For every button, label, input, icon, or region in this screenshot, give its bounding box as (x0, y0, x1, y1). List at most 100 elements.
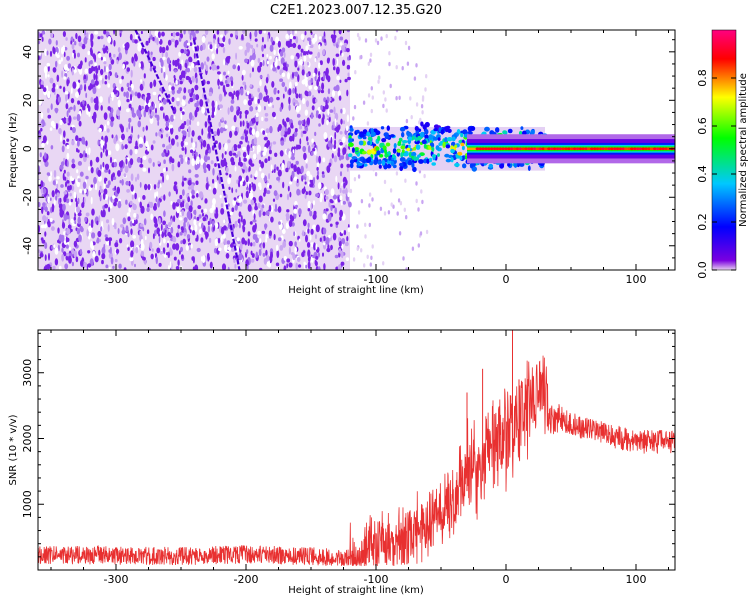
spectrogram-x-tick-label: -100 (364, 273, 389, 286)
sparse-speckle (369, 262, 372, 267)
noise-speckle (216, 43, 220, 49)
noise-speckle (226, 30, 229, 34)
noise-speckle (297, 74, 300, 83)
sparse-speckle (421, 199, 424, 205)
noise-speckle (268, 149, 272, 155)
noise-speckle (77, 149, 80, 153)
noise-speckle (66, 180, 70, 184)
sparse-speckle (370, 86, 373, 91)
noise-speckle (281, 47, 286, 53)
sparse-speckle (378, 75, 381, 80)
noise-speckle (91, 232, 96, 239)
noise-speckle (336, 75, 340, 81)
noise-speckle (307, 228, 310, 234)
noise-speckle (339, 79, 342, 84)
sparse-speckle (405, 267, 408, 270)
noise-speckle (257, 87, 261, 93)
sparse-speckle (357, 174, 361, 179)
noise-speckle (279, 51, 284, 57)
sparse-speckle (425, 229, 429, 235)
noise-speckle (216, 30, 220, 35)
noise-speckle (327, 88, 331, 95)
noise-speckle (225, 252, 230, 259)
noise-speckle (291, 30, 295, 36)
noise-speckle (230, 157, 235, 163)
noise-speckle (140, 61, 144, 69)
noise-speckle (79, 171, 84, 177)
noise-speckle (79, 188, 83, 194)
steady-line-core (615, 147, 620, 151)
noise-speckle (308, 51, 313, 55)
noise-speckle (310, 151, 314, 156)
noise-speckle (77, 212, 82, 217)
noise-speckle (78, 137, 82, 142)
noise-speckle (178, 154, 183, 159)
sparse-speckle (390, 202, 393, 207)
noise-speckle (283, 265, 287, 270)
noise-speckle (307, 256, 311, 262)
noise-speckle (312, 200, 316, 206)
noise-speckle (142, 155, 147, 160)
noise-speckle (129, 149, 133, 156)
signal-speckle (428, 145, 432, 150)
noise-speckle (332, 58, 336, 66)
noise-speckle (69, 192, 72, 197)
noise-speckle (193, 66, 198, 73)
noise-speckle (199, 228, 202, 234)
noise-speckle (263, 257, 268, 265)
noise-speckle (46, 140, 49, 145)
noise-speckle (281, 67, 284, 74)
noise-speckle (112, 265, 115, 269)
noise-speckle (289, 135, 293, 142)
noise-speckle (246, 90, 250, 96)
sparse-speckle (367, 93, 371, 98)
noise-speckle (312, 254, 315, 259)
noise-speckle (249, 120, 253, 127)
noise-speckle (207, 254, 210, 262)
noise-speckle (108, 63, 112, 71)
noise-speckle (160, 67, 163, 74)
steady-line-core (601, 147, 605, 151)
noise-speckle (38, 249, 41, 253)
noise-speckle (191, 130, 195, 137)
noise-speckle (250, 44, 254, 49)
noise-speckle (179, 231, 183, 236)
noise-speckle (346, 30, 350, 33)
noise-speckle (64, 73, 68, 78)
noise-speckle (342, 147, 347, 155)
noise-speckle (160, 59, 164, 67)
noise-speckle (296, 144, 298, 151)
noise-speckle (149, 30, 152, 37)
sparse-speckle (389, 83, 392, 89)
noise-speckle (341, 230, 344, 234)
noise-speckle (68, 107, 71, 113)
noise-speckle (129, 93, 133, 102)
noise-speckle (180, 240, 183, 245)
sparse-speckle (353, 104, 357, 110)
noise-speckle (239, 120, 242, 128)
noise-speckle (147, 94, 151, 101)
noise-speckle (139, 137, 143, 143)
noise-speckles (38, 30, 352, 270)
noise-speckle (192, 32, 196, 38)
noise-speckle (163, 238, 166, 244)
noise-speckle (38, 98, 42, 106)
noise-speckle (129, 33, 133, 41)
noise-speckle (58, 59, 62, 65)
signal-speckle (351, 156, 358, 160)
noise-speckle (227, 139, 231, 144)
noise-speckle (88, 61, 91, 67)
noise-speckle (91, 208, 95, 216)
noise-speckle (211, 220, 215, 228)
noise-speckle (337, 151, 341, 158)
noise-speckle (283, 256, 288, 261)
noise-speckle (62, 139, 66, 145)
noise-speckle (224, 244, 228, 252)
noise-speckle (333, 155, 338, 163)
signal-speckle (397, 149, 401, 153)
noise-speckle (251, 253, 255, 258)
noise-speckle (294, 87, 297, 95)
noise-speckle (295, 180, 300, 187)
noise-speckle (320, 105, 323, 111)
noise-speckle (51, 205, 55, 213)
